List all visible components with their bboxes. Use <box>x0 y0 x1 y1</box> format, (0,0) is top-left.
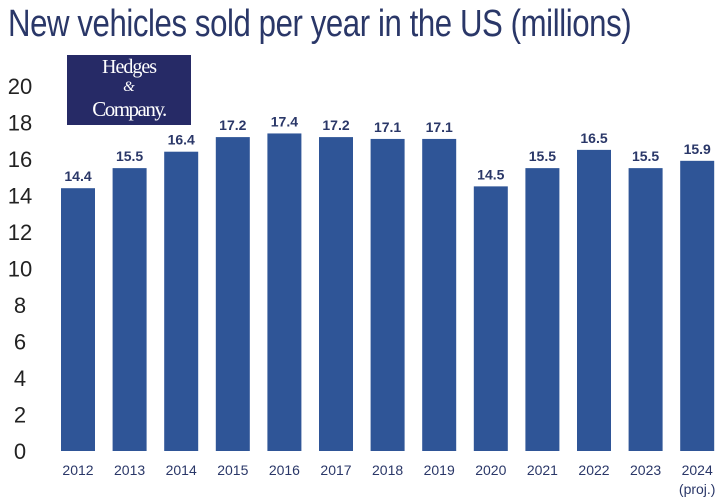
x-tick-label: 2015 <box>217 462 248 478</box>
y-tick-label: 18 <box>8 111 32 136</box>
x-tick-label: 2017 <box>320 462 351 478</box>
chart-title: New vehicles sold per year in the US (mi… <box>8 3 632 45</box>
y-tick-label: 14 <box>8 184 32 209</box>
data-label: 14.5 <box>477 166 504 182</box>
x-tick-label: 2018 <box>372 462 403 478</box>
y-tick-label: 16 <box>8 147 32 172</box>
data-label: 16.5 <box>580 130 607 146</box>
bar-2014 <box>164 151 199 451</box>
data-label: 15.9 <box>684 141 711 157</box>
bar-2022 <box>577 149 611 451</box>
x-tick-sublabel: (proj.) <box>679 481 716 497</box>
bar-2012 <box>61 188 95 451</box>
y-tick-label: 6 <box>14 330 26 355</box>
data-label: 17.4 <box>271 113 298 129</box>
data-label: 15.5 <box>632 148 659 164</box>
data-label: 17.2 <box>219 117 246 133</box>
x-tick-label: 2022 <box>578 462 609 478</box>
x-tick-label: 2019 <box>424 462 455 478</box>
x-tick-label: 2020 <box>475 462 506 478</box>
x-tick-label: 2023 <box>630 462 661 478</box>
y-tick-label: 2 <box>14 403 26 428</box>
data-label: 15.5 <box>116 148 143 164</box>
bar-2016 <box>267 133 302 451</box>
y-tick-label: 8 <box>14 293 26 318</box>
y-tick-label: 0 <box>14 439 26 464</box>
bar-2023 <box>628 168 663 451</box>
logo-line-3: Company. <box>92 97 167 121</box>
logo-ampersand: & <box>123 79 135 95</box>
x-tick-label: 2021 <box>527 462 558 478</box>
bar-2020 <box>473 186 508 451</box>
bar-2018 <box>370 138 405 452</box>
y-tick-label: 4 <box>14 366 26 391</box>
bar-2013 <box>112 168 147 451</box>
x-tick-label: 2012 <box>62 462 93 478</box>
data-label: 17.1 <box>374 119 401 135</box>
y-tick-label: 12 <box>8 220 32 245</box>
data-label: 14.4 <box>64 168 91 184</box>
x-tick-label: 2013 <box>114 462 145 478</box>
data-label: 16.4 <box>168 132 195 148</box>
data-label: 17.2 <box>322 117 349 133</box>
x-tick-label: 2014 <box>166 462 197 478</box>
bar-2015 <box>215 137 250 451</box>
bar-2017 <box>319 137 353 451</box>
hedges-company-logo: Hedges & Company. <box>67 55 191 125</box>
bar-2024 <box>680 160 715 451</box>
x-tick-label: 2016 <box>269 462 300 478</box>
y-tick-label: 10 <box>8 257 32 282</box>
data-label: 17.1 <box>426 119 453 135</box>
logo-line-1: Hedges <box>102 56 157 78</box>
bar-2021 <box>525 168 560 451</box>
x-tick-label: 2024 <box>682 462 713 478</box>
data-label: 15.5 <box>529 148 556 164</box>
bar-2019 <box>422 138 457 452</box>
y-tick-label: 20 <box>8 74 32 99</box>
